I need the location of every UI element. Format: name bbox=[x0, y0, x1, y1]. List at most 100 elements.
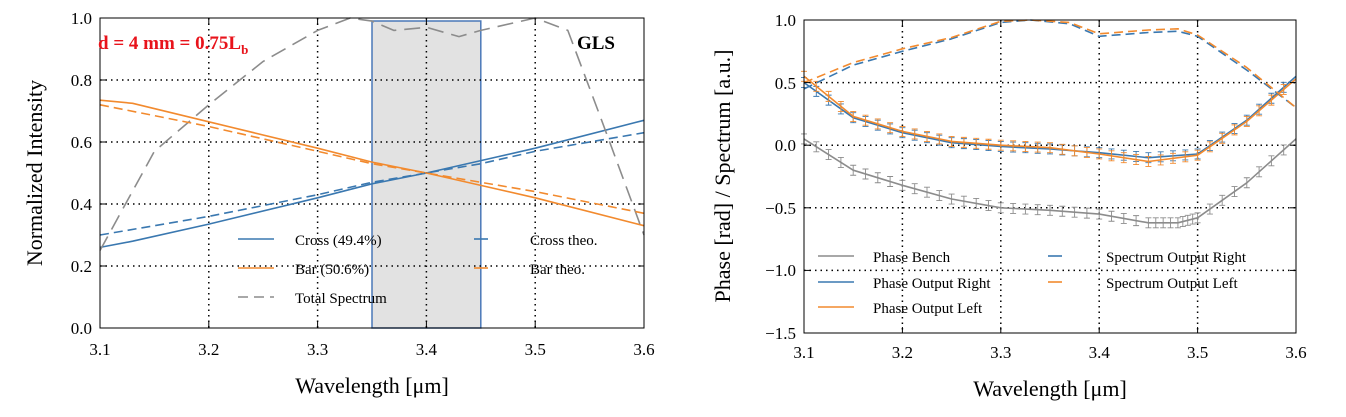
left-plot-frame bbox=[99, 17, 645, 329]
legend-label-total-spectrum: Total Spectrum bbox=[295, 291, 387, 307]
legend-label-spectrum-output-right: Spectrum Output Right bbox=[1106, 250, 1247, 266]
r-errorbar-2-7-2 bbox=[1170, 152, 1176, 164]
r-errorbar-2-1-1 bbox=[862, 114, 869, 126]
r-errorbar-2-5-2 bbox=[1071, 145, 1078, 157]
r-errorbar-2-8-0 bbox=[1194, 149, 1201, 161]
l-series-line-2 bbox=[99, 17, 645, 251]
l-series-3 bbox=[99, 131, 645, 236]
r-errorbar-0-0-3 bbox=[837, 156, 844, 168]
r-errorbar-2-8-1 bbox=[1206, 141, 1213, 153]
r-errorbar-0-9-3 bbox=[1231, 186, 1238, 197]
l-series-line-1 bbox=[99, 99, 645, 227]
r-errorbar-2-5-3 bbox=[1083, 146, 1090, 158]
r-series-1 bbox=[801, 75, 1297, 164]
r-errorbar-0-10-2 bbox=[1268, 155, 1275, 167]
r-errorbar-2-3-3 bbox=[985, 138, 992, 150]
left-corner-label: GLS bbox=[577, 33, 615, 54]
right-xtick-3: 3.4 bbox=[1089, 343, 1111, 362]
r-errorbar-0-3-2 bbox=[973, 197, 980, 209]
r-errorbar-0-4-1 bbox=[1010, 202, 1017, 214]
left-ytick-3: 0.6 bbox=[71, 133, 92, 152]
r-errorbar-0-4-3 bbox=[1034, 204, 1041, 216]
r-errorbar-2-6-2 bbox=[1120, 152, 1127, 164]
right-xtick-5: 3.6 bbox=[1285, 343, 1306, 362]
r-errorbar-2-9-3 bbox=[1280, 84, 1287, 95]
r-errorbar-0-3-3 bbox=[985, 200, 992, 212]
r-series-2 bbox=[801, 70, 1297, 167]
left-xtick-5: 3.6 bbox=[633, 340, 654, 359]
l-series-0 bbox=[99, 119, 645, 249]
legend-label-cross: Cross (49.4%) bbox=[295, 233, 382, 249]
r-errorbar-2-2-1 bbox=[911, 128, 918, 140]
right-xaxis-label: Wavelength [μm] bbox=[973, 376, 1127, 401]
left-annotation: d = 4 mm = 0.75Lb bbox=[98, 33, 248, 57]
r-errorbar-2-6-1 bbox=[1108, 150, 1115, 162]
right-ytick-3: 0.0 bbox=[775, 136, 796, 155]
r-series-3 bbox=[803, 19, 1297, 109]
r-errorbar-0-6-1 bbox=[1108, 210, 1115, 222]
r-series-0 bbox=[801, 133, 1297, 229]
r-errorbar-2-0-2 bbox=[825, 90, 832, 102]
r-errorbar-2-9-0 bbox=[1243, 115, 1250, 127]
r-errorbar-0-7-2 bbox=[1160, 217, 1167, 229]
left-shaded-region bbox=[371, 20, 482, 329]
r-errorbar-2-9-2 bbox=[1268, 94, 1275, 106]
legend-label-phase-output-left: Phase Output Left bbox=[873, 301, 983, 317]
r-errorbar-2-1-3 bbox=[887, 122, 894, 134]
r-errorbar-2-7-1 bbox=[1157, 154, 1164, 166]
left-xtick-2: 3.3 bbox=[307, 340, 328, 359]
left-xaxis-label: Wavelength [μm] bbox=[295, 373, 449, 398]
legend-label-bar-theo: Bar theo. bbox=[530, 262, 585, 278]
r-errorbar-0-10-3 bbox=[1280, 144, 1287, 156]
l-series-4 bbox=[99, 104, 645, 215]
r-errorbar-0-2-2 bbox=[924, 186, 930, 198]
left-xtick-3: 3.4 bbox=[416, 340, 438, 359]
r-errorbar-0-2-3 bbox=[936, 190, 943, 202]
r-errorbar-0-8-0 bbox=[1174, 217, 1181, 229]
r-errorbar-0-7-3 bbox=[1167, 217, 1174, 229]
r-errorbar-0-6-3 bbox=[1133, 215, 1140, 227]
r-errorbar-2-6-0 bbox=[1096, 148, 1103, 160]
legend-label-cross-theo: Cross theo. bbox=[530, 233, 598, 249]
r-errorbar-2-1-2 bbox=[874, 118, 881, 130]
l-series-2 bbox=[99, 17, 645, 251]
chart-left: 3.1 3.2 3.3 3.4 3.5 3.6 0.0 0.2 0.4 0.6 … bbox=[22, 9, 655, 398]
r-errorbar-0-7-1 bbox=[1152, 217, 1159, 229]
r-errorbar-2-3-0 bbox=[948, 135, 955, 147]
right-xtick-1: 3.2 bbox=[892, 343, 913, 362]
left-xtick-4: 3.5 bbox=[525, 340, 546, 359]
r-errorbar-0-9-1 bbox=[1206, 203, 1213, 215]
left-xtick-0: 3.1 bbox=[89, 340, 110, 359]
right-legend: Phase Bench Phase Output Right Phase Out… bbox=[818, 250, 1247, 317]
r-errorbar-2-5-0 bbox=[1047, 142, 1053, 154]
left-legend: Cross (49.4%) Bar (50.6%) Total Spectrum… bbox=[238, 233, 598, 307]
r-errorbar-0-10-1 bbox=[1256, 166, 1263, 178]
r-errorbar-2-4-3 bbox=[1034, 141, 1041, 153]
l-series-line-0 bbox=[99, 119, 645, 249]
r-errorbar-0-9-0 bbox=[1194, 212, 1201, 224]
r-errorbar-2-4-2 bbox=[1022, 141, 1029, 152]
r-series-line-4 bbox=[803, 19, 1297, 109]
r-errorbar-0-10-0 bbox=[1243, 177, 1250, 189]
legend-label-spectrum-output-left: Spectrum Output Left bbox=[1106, 276, 1238, 292]
r-errorbar-2-2-3 bbox=[936, 133, 943, 145]
right-xtick-0: 3.1 bbox=[793, 343, 814, 362]
right-series-group bbox=[801, 19, 1297, 229]
r-errorbar-0-4-0 bbox=[997, 202, 1004, 214]
r-errorbar-0-5-3 bbox=[1083, 207, 1090, 219]
r-errorbar-0-7-0 bbox=[1145, 217, 1152, 229]
r-errorbar-0-8-2 bbox=[1184, 214, 1191, 226]
r-errorbar-2-2-0 bbox=[899, 125, 906, 137]
r-errorbar-0-1-3 bbox=[887, 176, 894, 187]
left-series-group bbox=[99, 17, 645, 251]
left-tick-marks bbox=[99, 17, 645, 329]
left-ytick-1: 0.2 bbox=[71, 257, 92, 276]
r-errorbar-0-0-1 bbox=[813, 141, 820, 153]
r-errorbar-0-3-0 bbox=[948, 193, 955, 205]
r-errorbar-0-0-2 bbox=[825, 149, 832, 161]
l-series-1 bbox=[99, 99, 645, 227]
right-tick-marks bbox=[803, 19, 1297, 334]
r-errorbar-0-6-0 bbox=[1096, 208, 1103, 220]
r-errorbar-0-5-2 bbox=[1071, 206, 1078, 218]
